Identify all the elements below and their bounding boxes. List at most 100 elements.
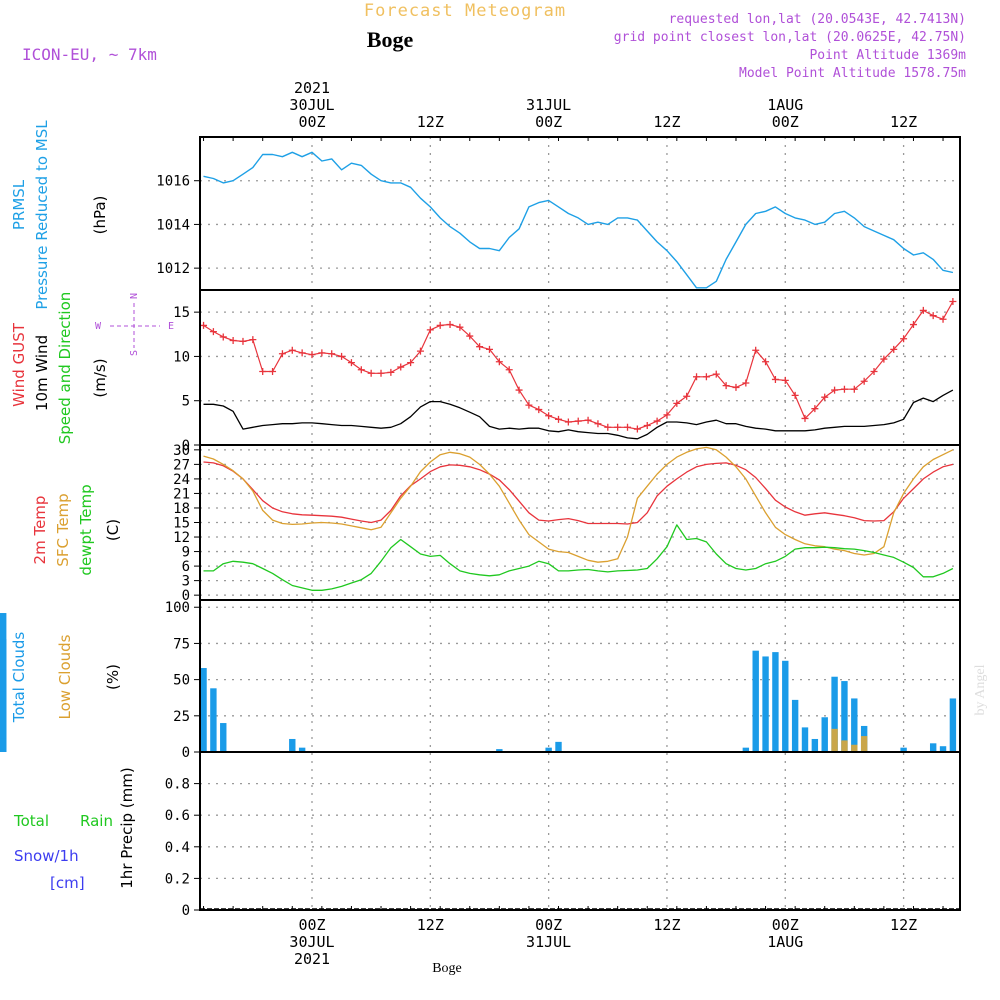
gust-marker (860, 377, 868, 385)
pressure-unit-label: (hPa) (91, 196, 109, 235)
gust-marker (416, 347, 424, 355)
y-tick-label: 25 (173, 709, 190, 725)
y-tick-label: 0 (182, 438, 190, 454)
time-label-top: 12Z (890, 113, 917, 131)
total-cloud-bar (939, 746, 947, 752)
y-tick-label: 15 (173, 516, 190, 532)
gust-marker (505, 366, 513, 374)
total-cloud-bar (841, 681, 848, 752)
y-tick-label: 0 (182, 903, 190, 919)
total-label: Total (13, 812, 49, 830)
y-tick-label: 0.4 (165, 840, 190, 856)
data-layer (0, 151, 960, 910)
total-clouds-label: Total Clouds (10, 632, 28, 724)
total-cloud-bar (752, 650, 759, 752)
y-tick-label: 0 (182, 745, 190, 761)
wind-line (203, 389, 954, 440)
cloud-unit-label: (%) (104, 664, 122, 690)
gust-marker (200, 321, 208, 329)
gust-marker (712, 370, 720, 378)
y-tick-label: 21 (173, 486, 190, 502)
total-cloud-bar (900, 747, 907, 752)
time-label-top: 00Z (298, 113, 325, 131)
gust-marker (870, 367, 878, 375)
gust-marker (209, 328, 217, 336)
total-cloud-bar (782, 660, 789, 752)
total-cloud-bar (949, 698, 957, 752)
gust-marker (288, 346, 296, 354)
gust-marker (594, 420, 602, 428)
total-cloud-bar (851, 698, 858, 752)
total-cloud-bar (811, 738, 819, 752)
time-label-bottom: 1AUG (767, 933, 803, 951)
gust-marker (624, 423, 632, 431)
gust-marker (239, 337, 247, 345)
gust-marker (397, 363, 405, 371)
gust-marker (840, 385, 848, 393)
gust-marker (426, 326, 434, 334)
gust-marker (249, 336, 257, 344)
temp-labels: 2m Temp SFC Temp dewpt Temp (C) (31, 484, 122, 575)
time-label-bottom: 00Z (772, 916, 799, 934)
total-cloud-bar (555, 741, 562, 752)
compass-w: W (95, 321, 102, 332)
gust-marker (269, 367, 277, 375)
time-label-bottom: 31JUL (526, 933, 571, 951)
gust-marker (683, 392, 691, 400)
time-label-top: 30JUL (289, 96, 334, 114)
gust-marker (278, 350, 286, 358)
total-cloud-bar (496, 749, 503, 752)
gust-marker (377, 369, 385, 377)
y-tick-label: 75 (173, 636, 190, 652)
gust-marker (367, 369, 375, 377)
gust-marker (702, 373, 710, 381)
dewpt-temp-label: dewpt Temp (77, 484, 95, 575)
gust-marker (574, 417, 582, 425)
y-tick-label: 18 (173, 501, 190, 517)
y-tick-label: 1012 (156, 261, 190, 277)
gust-marker (515, 386, 523, 394)
y-tick-label: 0.8 (165, 777, 190, 793)
total-cloud-bar (200, 668, 207, 752)
pressure-labels: PRMSL Pressure Reduced to MSL (hPa) (10, 120, 109, 310)
gust-line (203, 301, 954, 430)
total-cloud-bar (298, 747, 306, 752)
time-label-bottom: 12Z (653, 916, 680, 934)
y-tick-label: 0.2 (165, 871, 190, 887)
gust-marker (781, 376, 789, 384)
gust-marker (387, 368, 395, 376)
rain-label: Rain (80, 812, 113, 830)
total-cloud-bar (289, 738, 296, 752)
total-cloud-bar (220, 723, 227, 752)
y-tick-label: 1014 (156, 217, 190, 233)
model-altitude: Model Point Altitude 1578.75m (739, 66, 966, 81)
gust-marker (545, 412, 553, 420)
gust-marker (663, 411, 671, 419)
time-label-top: 2021 (294, 79, 330, 97)
gust-marker (693, 373, 701, 381)
gust-marker (801, 414, 809, 422)
watermark: by Angel (973, 664, 988, 715)
y-tick-label: 0.6 (165, 808, 190, 824)
compass-n: N (129, 293, 140, 299)
gust-marker (338, 352, 346, 360)
compass-e: E (168, 321, 174, 332)
gust-marker (949, 298, 957, 306)
wind-unit-label: (m/s) (91, 358, 109, 397)
total-cloud-bar (831, 676, 838, 752)
dewpt-line (203, 524, 954, 591)
gust-marker (880, 355, 888, 363)
wind-labels: Wind GUST 10m Wind Speed and Direction (… (10, 292, 174, 445)
chart-title: Forecast Meteogram (364, 1, 566, 21)
gust-marker (890, 345, 898, 353)
footer-location: Boge (432, 961, 462, 976)
panel-frame (199, 136, 961, 291)
panel-frame (199, 289, 961, 446)
gust-marker (357, 366, 365, 374)
gust-marker (919, 306, 927, 314)
y-tick-label: 5 (182, 394, 190, 410)
time-label-bottom: 12Z (890, 916, 917, 934)
speed-dir-label: Speed and Direction (56, 292, 74, 445)
low-cloud-bar (860, 736, 868, 752)
